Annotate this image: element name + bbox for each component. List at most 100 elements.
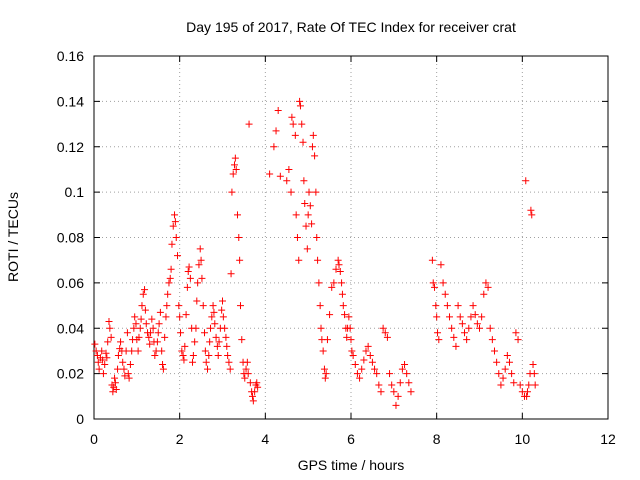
data-point	[316, 302, 324, 310]
data-point	[134, 347, 142, 355]
data-point	[360, 356, 368, 364]
data-point	[523, 388, 531, 396]
data-point	[179, 351, 187, 359]
data-point	[454, 302, 462, 310]
data-point	[311, 152, 319, 160]
data-point	[321, 374, 329, 382]
data-point	[368, 358, 376, 366]
data-point	[131, 313, 139, 321]
data-point	[147, 329, 155, 337]
data-point	[313, 234, 321, 241]
data-point	[231, 154, 239, 162]
data-point	[120, 365, 128, 373]
data-point	[315, 279, 323, 287]
data-point	[159, 361, 167, 369]
data-point	[465, 324, 473, 332]
data-point	[125, 374, 133, 382]
data-point	[232, 165, 240, 173]
data-point	[478, 313, 486, 321]
data-point	[379, 324, 387, 332]
data-point	[171, 218, 179, 226]
data-point	[371, 365, 379, 373]
data-point	[230, 161, 238, 169]
data-point	[105, 317, 113, 325]
data-point	[398, 365, 406, 373]
data-point	[274, 106, 282, 114]
data-point	[177, 329, 185, 337]
data-point	[499, 374, 507, 382]
data-point	[136, 324, 144, 332]
data-point	[168, 240, 176, 248]
data-point	[163, 302, 171, 310]
data-point	[222, 333, 230, 341]
data-point	[322, 370, 330, 378]
data-point	[102, 349, 110, 357]
data-point	[471, 311, 479, 319]
data-point	[320, 365, 328, 373]
x-tick-label: 10	[515, 431, 531, 447]
data-point	[396, 379, 404, 387]
data-point	[219, 313, 227, 321]
data-point	[165, 279, 173, 287]
data-point	[245, 120, 253, 128]
data-point	[437, 261, 445, 269]
data-point	[347, 336, 355, 344]
data-point	[493, 358, 501, 366]
data-point	[332, 265, 340, 273]
data-point	[306, 202, 314, 210]
data-point	[164, 290, 172, 298]
data-point	[214, 351, 222, 359]
data-point	[249, 397, 257, 405]
data-point	[300, 177, 308, 185]
data-point	[341, 311, 349, 319]
data-point	[186, 274, 194, 282]
data-point	[236, 302, 244, 310]
data-point	[343, 333, 351, 341]
data-point	[529, 361, 537, 369]
data-point	[309, 131, 317, 139]
data-point	[180, 356, 188, 364]
data-point	[197, 256, 205, 264]
data-point	[161, 333, 169, 341]
data-point	[137, 315, 145, 323]
data-point	[448, 324, 456, 332]
data-point	[236, 256, 244, 264]
data-point	[223, 342, 231, 350]
data-point	[319, 347, 327, 355]
data-point	[218, 306, 226, 314]
data-point	[386, 370, 394, 378]
data-point	[123, 329, 131, 337]
data-point	[283, 177, 291, 185]
chart-title: Day 195 of 2017, Rate Of TEC Index for r…	[186, 19, 516, 35]
data-point	[159, 365, 167, 373]
data-point	[112, 386, 120, 394]
data-point	[373, 370, 381, 378]
data-point	[241, 374, 249, 382]
data-point	[338, 290, 346, 298]
data-point	[189, 351, 197, 359]
data-point	[111, 374, 119, 382]
data-point	[523, 392, 531, 400]
data-point	[432, 302, 440, 310]
data-point	[299, 138, 307, 146]
data-point	[135, 333, 143, 341]
data-point	[388, 381, 396, 389]
data-point	[339, 302, 347, 310]
data-point	[495, 370, 503, 378]
data-point	[458, 320, 466, 328]
data-point	[246, 379, 254, 387]
data-point	[364, 342, 372, 350]
data-point	[219, 297, 226, 305]
data-point	[196, 245, 204, 253]
data-point	[156, 308, 164, 316]
data-point	[345, 313, 353, 321]
data-point	[505, 358, 513, 366]
data-point	[229, 170, 237, 178]
x-tick-label: 0	[90, 431, 98, 447]
data-point	[527, 206, 535, 214]
data-point	[201, 347, 209, 355]
data-point	[293, 234, 301, 241]
data-point	[253, 379, 261, 387]
data-point	[377, 388, 385, 396]
data-point	[248, 392, 256, 400]
